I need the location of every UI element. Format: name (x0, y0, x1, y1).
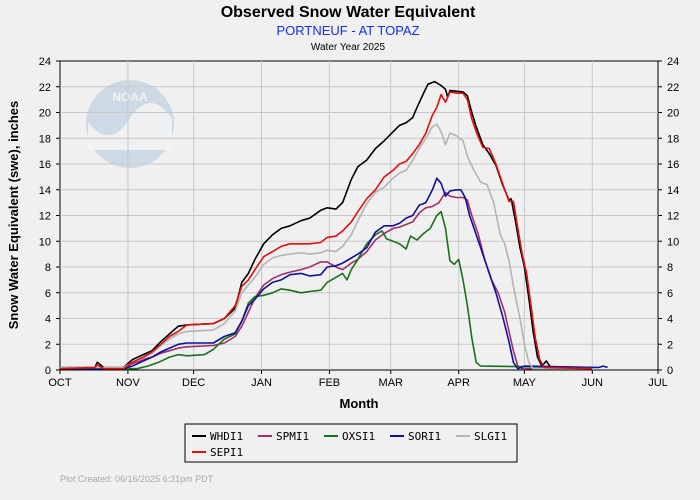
y-tick-label-right: 14 (667, 185, 679, 197)
y-axis-label: Snow Water Equivalent (swe), inches (6, 101, 21, 330)
series-line-spmi1 (60, 191, 593, 370)
y-tick-label-right: 10 (667, 236, 679, 248)
y-tick-label-right: 20 (667, 108, 679, 120)
y-tick-label-right: 4 (667, 314, 673, 326)
y-tick-label-left: 16 (39, 159, 51, 171)
y-tick-label-left: 4 (45, 314, 51, 326)
y-tick-label-left: 22 (39, 82, 51, 94)
legend-label-oxsi1: OXSI1 (342, 430, 375, 443)
series-line-slgi1 (60, 123, 593, 370)
y-tick-label-left: 8 (45, 262, 51, 274)
x-axis-label: Month (340, 396, 379, 411)
legend-label-whdi1: WHDI1 (210, 430, 243, 443)
y-tick-label-left: 6 (45, 288, 51, 300)
y-tick-label-left: 18 (39, 133, 51, 145)
chart-subtitle-year: Water Year 2025 (311, 42, 386, 53)
y-tick-label-right: 6 (667, 288, 673, 300)
gridlines (60, 61, 658, 370)
x-tick-label: MAR (379, 377, 404, 389)
plot-created-footer: Plot Created: 06/16/2025 6:31pm PDT (60, 474, 214, 484)
x-tick-label: JUN (582, 377, 603, 389)
chart-subtitle: PORTNEUF - AT TOPAZ (276, 23, 419, 38)
series-line-whdi1 (60, 80, 593, 369)
x-tick-label: OCT (48, 377, 72, 389)
legend-label-spmi1: SPMI1 (276, 430, 309, 443)
legend-label-sepi1: SEPI1 (210, 446, 243, 459)
chart-title: Observed Snow Water Equivalent (221, 4, 476, 21)
series-lines (59, 80, 608, 370)
y-tick-label-right: 16 (667, 159, 679, 171)
y-tick-label-left: 10 (39, 236, 51, 248)
y-tick-label-right: 18 (667, 133, 679, 145)
series-line-oxsi1 (60, 210, 593, 370)
legend-label-sori1: SORI1 (408, 430, 441, 443)
x-tick-label: JUL (648, 377, 668, 389)
series-line-sepi1 (59, 91, 593, 370)
x-tick-label: FEB (319, 377, 340, 389)
x-tick-label: NOV (116, 377, 141, 389)
legend: WHDI1 SPMI1 OXSI1 SORI1 SLGI1 SEPI1 (184, 423, 518, 463)
y-tick-label-right: 22 (667, 82, 679, 94)
y-tick-label-left: 0 (45, 365, 51, 377)
y-tick-label-left: 24 (39, 56, 51, 68)
svg-text:NOAA: NOAA (112, 90, 148, 104)
x-tick-label: JAN (251, 377, 272, 389)
y-tick-label-right: 24 (667, 56, 679, 68)
series-line-sori1 (60, 177, 608, 370)
x-tick-label: APR (447, 377, 470, 389)
y-tick-label-left: 12 (39, 211, 51, 223)
y-tick-label-left: 20 (39, 108, 51, 120)
y-tick-label-right: 0 (667, 365, 673, 377)
noaa-logo: NOAA (86, 80, 174, 168)
y-tick-label-right: 2 (667, 339, 673, 351)
y-tick-label-right: 8 (667, 262, 673, 274)
y-tick-label-left: 14 (39, 185, 51, 197)
y-tick-label-right: 12 (667, 211, 679, 223)
x-tick-label: DEC (182, 377, 205, 389)
y-tick-label-left: 2 (45, 339, 51, 351)
x-tick-label: MAY (513, 377, 537, 389)
legend-label-slgi1: SLGI1 (474, 430, 507, 443)
